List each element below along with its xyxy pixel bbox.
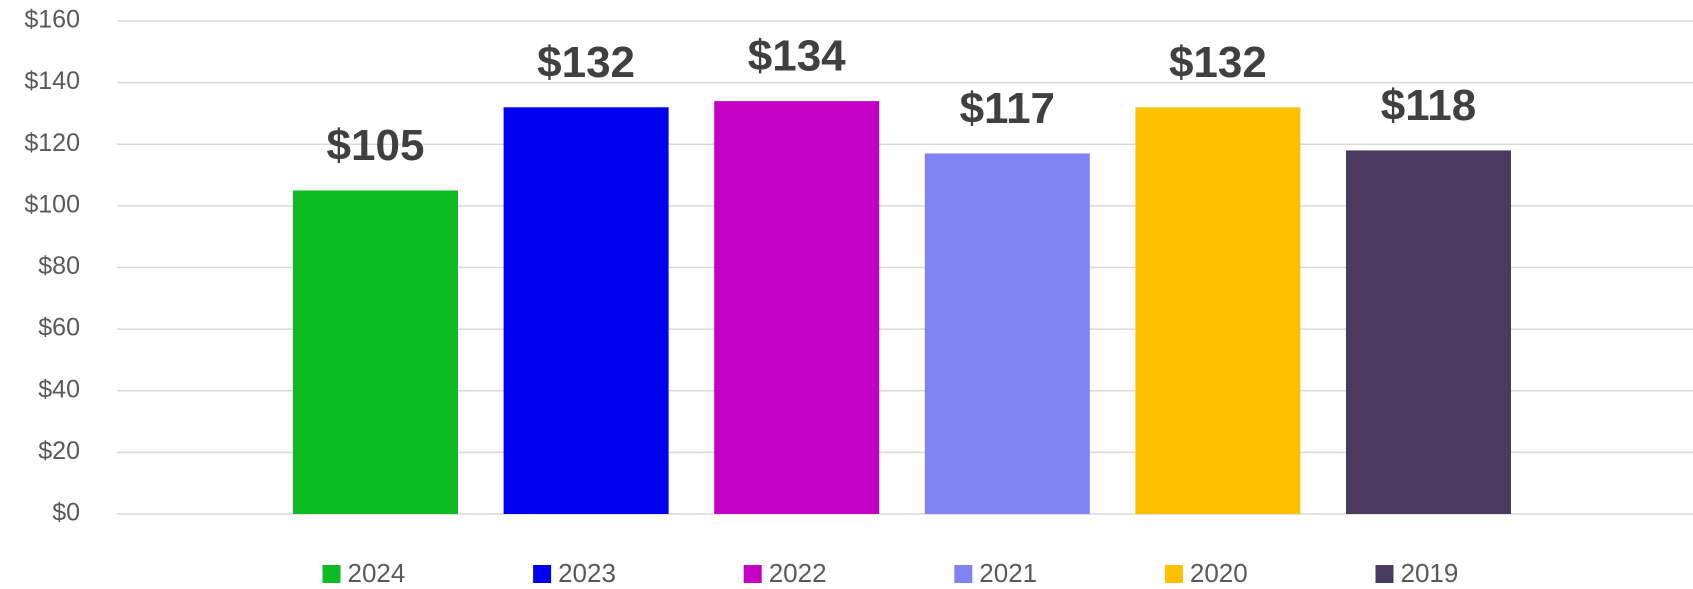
data-label: $117	[960, 84, 1055, 133]
legend-swatch	[954, 565, 973, 583]
bar	[714, 101, 880, 515]
y-tick-label: $80	[38, 252, 80, 280]
y-tick-label: $20	[38, 437, 80, 465]
bar	[1135, 107, 1301, 515]
data-label: $132	[537, 38, 635, 87]
legend-swatch	[1164, 565, 1183, 583]
legend-swatch	[322, 565, 341, 583]
bar	[924, 153, 1090, 514]
y-tick-label: $120	[24, 129, 80, 157]
legend-label: 2023	[558, 558, 616, 588]
y-tick-label: $60	[38, 314, 80, 342]
y-tick-label: $40	[38, 375, 80, 403]
legend-label: 2021	[979, 558, 1037, 588]
legend-label: 2019	[1401, 558, 1459, 588]
y-tick-label: $0	[52, 499, 80, 527]
y-tick-label: $100	[24, 190, 80, 218]
legend-label: 2024	[348, 558, 406, 588]
legend-label: 2020	[1190, 558, 1248, 588]
bar	[293, 190, 458, 514]
bar	[1346, 150, 1511, 514]
legend-swatch	[1375, 565, 1394, 583]
y-tick-label: $140	[24, 67, 80, 95]
data-label: $132	[1169, 38, 1267, 87]
legend-swatch	[533, 565, 552, 583]
legend-swatch	[743, 565, 762, 583]
data-label: $105	[327, 121, 425, 170]
bar	[503, 107, 669, 515]
y-tick-label: $160	[24, 6, 80, 34]
legend-label: 2022	[769, 558, 827, 588]
data-label: $118	[1381, 81, 1476, 130]
data-label: $134	[748, 32, 846, 81]
